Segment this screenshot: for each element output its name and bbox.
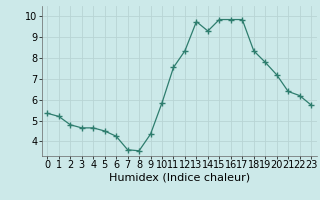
X-axis label: Humidex (Indice chaleur): Humidex (Indice chaleur) (108, 173, 250, 183)
